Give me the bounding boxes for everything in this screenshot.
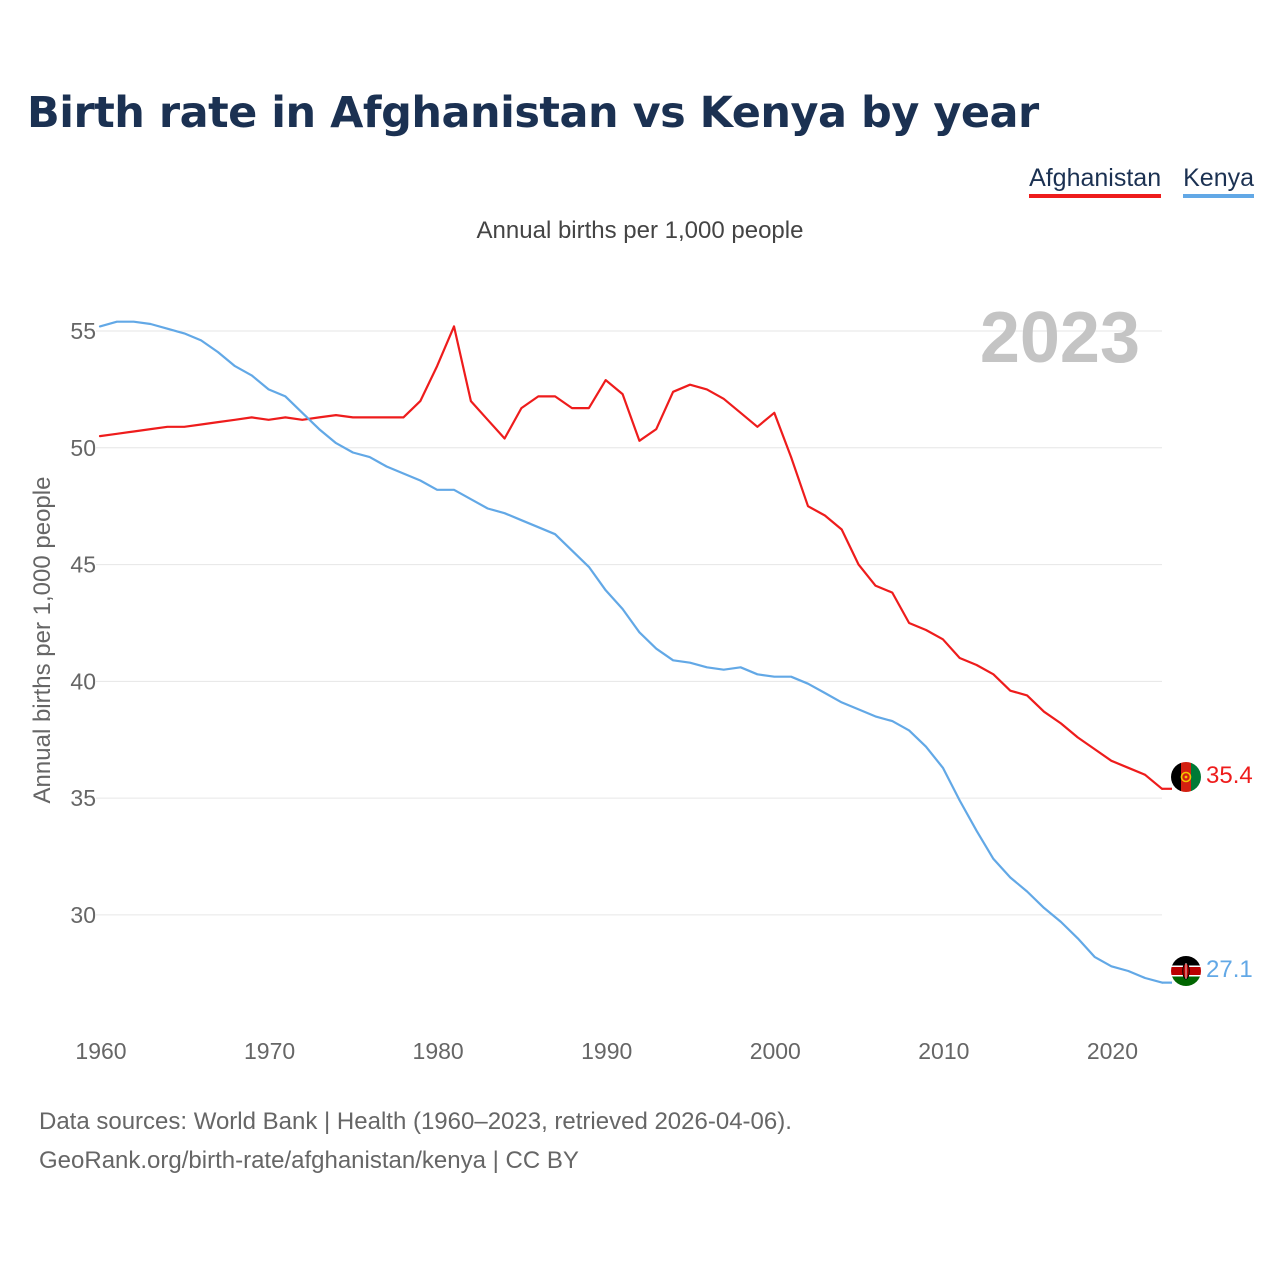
chart-subtitle: Annual births per 1,000 people <box>476 217 804 244</box>
footer-source: Data sources: World Bank | Health (1960–… <box>39 1108 792 1135</box>
end-label-kenya: 27.1 <box>1206 956 1253 983</box>
x-tick-label: 2000 <box>750 1038 801 1064</box>
chart-title: Birth rate in Afghanistan vs Kenya by ye… <box>27 88 1039 138</box>
x-tick-label: 2010 <box>918 1038 969 1064</box>
x-tick-label: 1980 <box>413 1038 464 1064</box>
y-axis-label: Annual births per 1,000 people <box>29 477 56 804</box>
y-tick-label: 50 <box>70 435 96 461</box>
y-tick-label: 45 <box>70 552 96 578</box>
x-tick-label: 1960 <box>75 1038 126 1064</box>
afghanistan-flag-icon <box>1171 762 1201 792</box>
y-tick-label: 35 <box>70 785 96 811</box>
legend-item-kenya[interactable]: Kenya <box>1183 164 1254 198</box>
y-tick-label: 40 <box>70 668 96 694</box>
x-tick-label: 2020 <box>1087 1038 1138 1064</box>
year-watermark: 2023 <box>980 298 1140 378</box>
footer-link[interactable]: GeoRank.org/birth-rate/afghanistan/kenya… <box>39 1147 579 1174</box>
x-tick-label: 1970 <box>244 1038 295 1064</box>
grid <box>96 330 1162 916</box>
x-axis-ticks: 1960 1970 1980 1990 2000 2010 2020 <box>75 1038 1138 1064</box>
end-label-afghanistan: 35.4 <box>1206 762 1253 789</box>
y-tick-label: 30 <box>70 902 96 928</box>
series-lines <box>98 320 1172 984</box>
series-line-afghanistan <box>98 325 1164 790</box>
y-axis-ticks: 30 35 40 45 50 55 <box>70 318 96 928</box>
y-tick-label: 55 <box>70 318 96 344</box>
series-line-kenya <box>98 320 1164 984</box>
kenya-flag-icon <box>1171 956 1201 986</box>
x-tick-label: 1990 <box>581 1038 632 1064</box>
legend-item-afghanistan[interactable]: Afghanistan <box>1029 164 1162 198</box>
legend: Afghanistan Kenya <box>1029 164 1254 198</box>
